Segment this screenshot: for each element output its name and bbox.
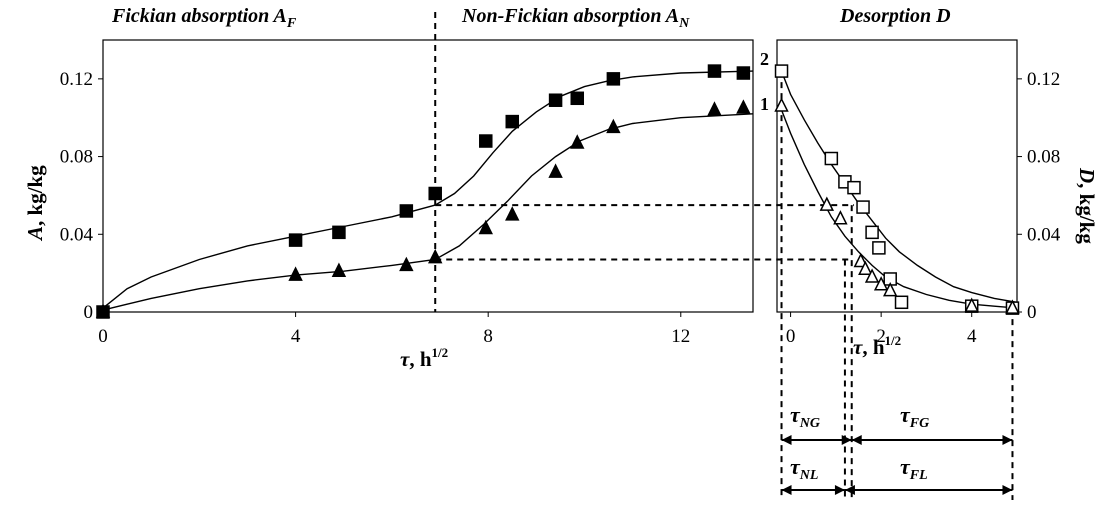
interval-label-tau-ng: τNG [790, 402, 820, 431]
desorption-data-point-1 [858, 260, 873, 276]
x-axis-label-desorption: τ, h1/2 [853, 333, 901, 359]
arrow-tau-fl-head [1002, 485, 1013, 495]
desorption-data-point-2 [847, 180, 861, 195]
y-tick-label: 0.04 [1027, 224, 1061, 245]
absorption-data-point-1 [331, 262, 347, 277]
arrow-tau-fl-head [844, 485, 855, 495]
desorption-data-point-2 [872, 241, 886, 255]
y-axis-label-desorption: D, kg/kg [1075, 167, 1099, 244]
desorption-data-point-1 [882, 281, 898, 297]
absorption-data-point-1 [478, 219, 493, 235]
x-tick-label: 8 [483, 326, 493, 347]
desorption-data-point-1 [774, 97, 789, 112]
absorption-data-point-2 [736, 66, 751, 80]
desorption-data-point-1 [1005, 299, 1020, 314]
absorption-data-point-2 [548, 93, 563, 107]
absorption-data-point-1 [570, 134, 585, 149]
absorption-data-point-1 [399, 256, 414, 272]
absorption-data-point-2 [479, 134, 493, 148]
absorption-data-point-1 [707, 101, 722, 116]
absorption-data-point-2 [399, 204, 414, 218]
x-tick-label: 0 [786, 326, 796, 347]
desorption-data-point-2 [894, 295, 909, 310]
absorption-data-point-2 [288, 233, 303, 247]
absorption-data-point-1 [288, 266, 303, 281]
absorption-fit-curve-1 [102, 113, 754, 311]
absorption-data-point-2 [606, 72, 621, 86]
x-tick-label: 4 [291, 326, 301, 347]
x-axis-label-absorption: τ, h1/2 [400, 345, 448, 371]
arrow-tau-fg-head [851, 435, 862, 445]
arrow-tau-ng-head [781, 435, 792, 445]
absorption-data-point-1 [548, 163, 563, 178]
header-fickian-absorption: Fickian absorption AF [111, 5, 297, 31]
curve-label-2: 2 [760, 49, 769, 69]
desorption-data-point-2 [824, 151, 839, 166]
absorption-data-point-1 [736, 99, 751, 114]
desorption-data-point-1 [873, 276, 889, 291]
absorption-plot-frame [102, 39, 754, 313]
absorption-data-point-1 [428, 248, 443, 264]
absorption-data-point-1 [95, 303, 111, 318]
desorption-fit-curve-1 [780, 109, 1018, 309]
absorption-data-point-2 [707, 64, 722, 78]
x-tick-label: 2 [876, 326, 886, 347]
arrow-tau-nl-head [834, 485, 845, 495]
interval-label-tau-fl: τFL [900, 454, 928, 483]
absorption-data-point-2 [332, 225, 346, 240]
absorption-data-point-1 [505, 206, 520, 221]
desorption-data-point-1 [964, 297, 979, 312]
y-tick-label: 0.12 [60, 69, 93, 90]
desorption-data-point-2 [774, 64, 789, 78]
desorption-data-point-2 [856, 200, 870, 214]
desorption-data-point-1 [833, 210, 848, 225]
header-non-fickian-absorption: Non-Fickian absorption AN [461, 5, 690, 31]
arrow-tau-fg-head [1002, 435, 1013, 445]
y-tick-label: 0.08 [60, 147, 93, 168]
y-tick-label: 0.08 [1027, 147, 1060, 168]
x-tick-label: 12 [671, 326, 690, 347]
desorption-data-point-2 [865, 225, 879, 240]
curve-label-1: 1 [760, 94, 769, 114]
arrow-tau-ng-head [841, 435, 852, 445]
absorption-data-point-2 [428, 186, 442, 201]
absorption-data-point-2 [505, 114, 520, 129]
arrow-tau-nl-head [781, 485, 792, 495]
interval-label-tau-nl: τNL [790, 454, 818, 483]
x-tick-label: 0 [98, 326, 108, 347]
desorption-data-point-1 [864, 268, 880, 283]
desorption-fit-curve-2 [780, 70, 1018, 303]
desorption-plot-frame [776, 39, 1018, 313]
desorption-data-point-1 [819, 196, 835, 211]
y-tick-label: 0 [1027, 302, 1037, 323]
header-desorption: Desorption D [839, 5, 951, 27]
absorption-fit-curve-2 [102, 70, 754, 309]
absorption-data-point-1 [606, 118, 621, 134]
absorption-data-point-2 [570, 91, 585, 106]
y-tick-label: 0 [84, 302, 94, 323]
y-axis-label-absorption: A, kg/kg [23, 165, 47, 242]
desorption-data-point-1 [853, 252, 868, 268]
interval-label-tau-fg: τFG [900, 402, 929, 431]
x-tick-label: 4 [967, 326, 977, 347]
y-tick-label: 0.12 [1027, 69, 1060, 90]
y-tick-label: 0.04 [60, 224, 94, 245]
